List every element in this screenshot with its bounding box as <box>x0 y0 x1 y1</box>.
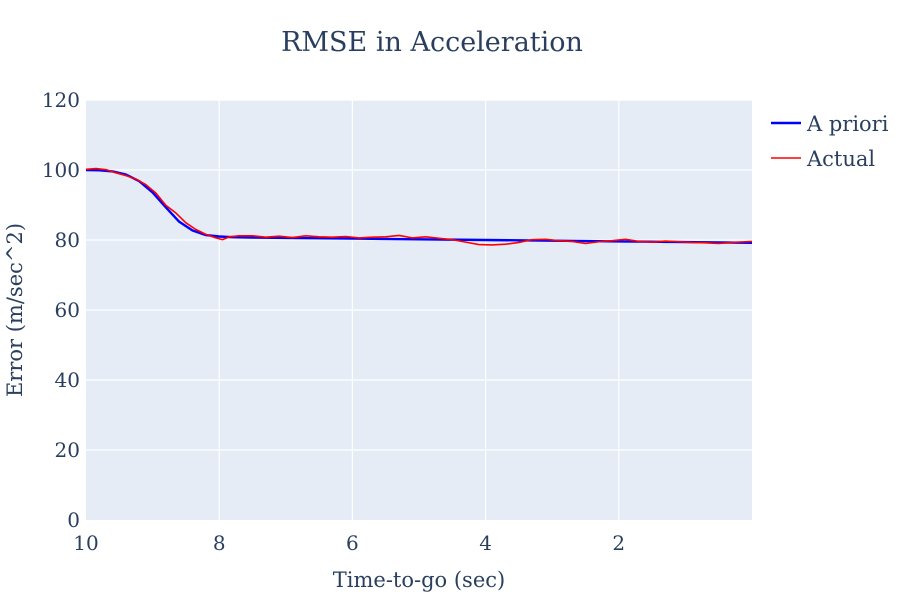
y-tick-label: 20 <box>55 438 80 462</box>
legend: A priori Actual <box>771 112 889 171</box>
x-tick-label: 4 <box>479 531 492 555</box>
gridlines <box>86 99 752 520</box>
y-tick-label: 100 <box>42 158 80 182</box>
x-axis-ticks: 10 8 6 4 2 <box>73 531 625 555</box>
legend-label-a-priori: A priori <box>806 112 889 136</box>
y-tick-label: 60 <box>55 298 80 322</box>
series-layer <box>86 167 752 246</box>
legend-label-actual: Actual <box>806 147 875 171</box>
y-axis-title: Error (m/sec^2) <box>3 223 27 397</box>
y-tick-label: 120 <box>42 88 80 112</box>
x-tick-label: 6 <box>346 531 359 555</box>
x-tick-label: 10 <box>73 531 98 555</box>
y-tick-label: 0 <box>67 508 80 532</box>
x-axis-title: Time-to-go (sec) <box>333 568 505 592</box>
y-axis-ticks: 0 20 40 60 80 100 120 <box>42 88 80 532</box>
y-tick-label: 40 <box>55 368 80 392</box>
chart-title: RMSE in Acceleration <box>281 27 583 58</box>
x-tick-label: 8 <box>213 531 226 555</box>
x-tick-label: 2 <box>612 531 625 555</box>
y-tick-label: 80 <box>55 228 80 252</box>
series-line-actual <box>86 167 752 246</box>
